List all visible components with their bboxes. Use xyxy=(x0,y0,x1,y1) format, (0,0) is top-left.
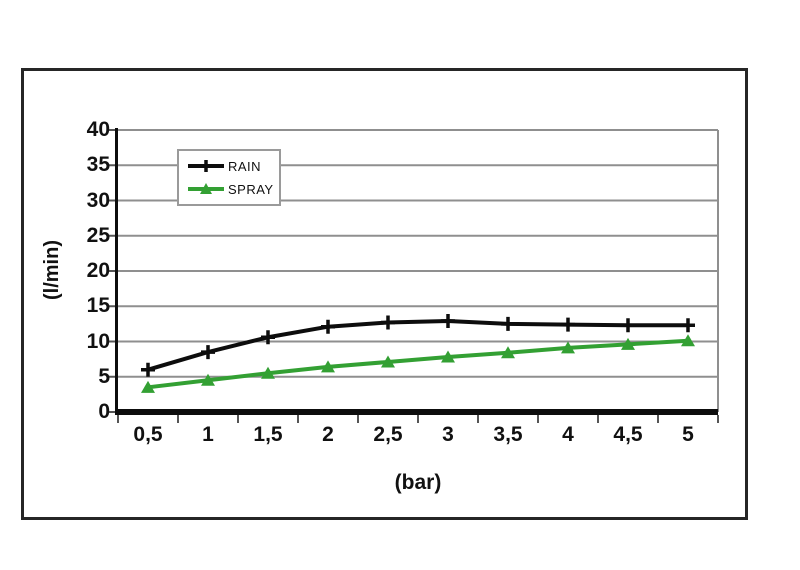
triangle-marker xyxy=(441,350,455,363)
legend-item-spray: SPRAY xyxy=(185,181,279,197)
y-tick-label: 40 xyxy=(86,118,110,141)
spray-line-marker-icon xyxy=(188,183,224,194)
plus-marker xyxy=(381,315,395,330)
plus-marker xyxy=(201,345,215,360)
series-line xyxy=(147,319,688,372)
x-tick-label: 3,5 xyxy=(493,423,523,446)
y-tick-label: 35 xyxy=(86,153,110,177)
y-tick-label: 0 xyxy=(98,400,110,423)
triangle-marker xyxy=(561,341,575,354)
data-series xyxy=(141,314,695,393)
series-line xyxy=(147,338,689,390)
plus-marker xyxy=(621,318,635,333)
y-tick-label: 5 xyxy=(98,364,110,388)
series-rain xyxy=(141,314,695,377)
triangle-marker xyxy=(681,334,695,347)
plus-marker xyxy=(141,362,155,377)
series-spray xyxy=(141,334,695,393)
x-tick-label: 2 xyxy=(322,423,334,446)
x-tick-label: 4 xyxy=(562,423,574,446)
axes xyxy=(107,128,719,423)
chart-frame xyxy=(21,68,748,520)
x-axis-title: (bar) xyxy=(394,471,442,494)
x-tick-label: 3 xyxy=(442,423,454,446)
rain-line-marker-icon xyxy=(188,160,224,172)
gridlines xyxy=(118,129,719,412)
x-tick-label: 2,5 xyxy=(373,423,403,446)
plus-marker xyxy=(321,319,335,334)
y-tick-label: 30 xyxy=(86,188,110,212)
y-tick-label: 15 xyxy=(86,294,110,318)
triangle-marker xyxy=(501,346,515,359)
legend: RAIN SPRAY xyxy=(177,149,281,206)
triangle-marker xyxy=(321,360,335,373)
plus-marker xyxy=(501,316,515,331)
legend-item-rain: RAIN xyxy=(185,158,279,174)
x-tick-label: 5 xyxy=(682,423,694,446)
plus-marker xyxy=(681,318,695,333)
y-tick-label: 20 xyxy=(86,259,110,282)
legend-label-rain: RAIN xyxy=(228,158,262,174)
legend-label-spray: SPRAY xyxy=(228,181,274,197)
triangle-marker xyxy=(621,337,635,350)
x-tick-label: 4,5 xyxy=(613,423,643,446)
triangle-marker xyxy=(201,373,215,386)
x-tick-label: 1,5 xyxy=(253,423,283,446)
plus-marker xyxy=(441,314,455,329)
triangle-marker xyxy=(381,355,395,368)
y-tick-label: 25 xyxy=(86,223,110,247)
triangle-marker xyxy=(261,366,275,379)
triangle-marker xyxy=(141,380,155,393)
x-tick-label: 0,5 xyxy=(133,423,163,446)
y-tick-label: 10 xyxy=(86,329,110,353)
plus-marker xyxy=(261,330,275,345)
plus-marker xyxy=(561,317,575,332)
x-tick-label: 1 xyxy=(202,423,214,446)
